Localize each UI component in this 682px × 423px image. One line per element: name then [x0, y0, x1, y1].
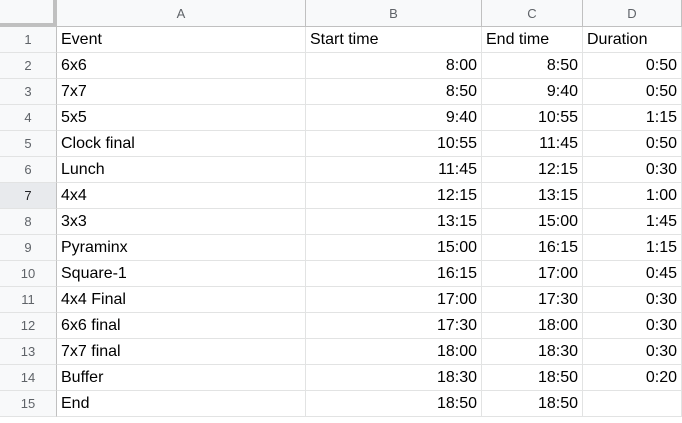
cell-c1[interactable]: End time [482, 27, 583, 53]
cell-a4[interactable]: 5x5 [57, 105, 306, 131]
cell-b7[interactable]: 12:15 [306, 183, 482, 209]
cell-d12[interactable]: 0:30 [583, 313, 682, 339]
row-header-5[interactable]: 5 [0, 131, 57, 157]
cell-c13[interactable]: 18:30 [482, 339, 583, 365]
cell-a5[interactable]: Clock final [57, 131, 306, 157]
row-header-13[interactable]: 13 [0, 339, 57, 365]
cell-c14[interactable]: 18:50 [482, 365, 583, 391]
cell-b13[interactable]: 18:00 [306, 339, 482, 365]
row-header-14[interactable]: 14 [0, 365, 57, 391]
cell-b4[interactable]: 9:40 [306, 105, 482, 131]
row-header-10[interactable]: 10 [0, 261, 57, 287]
cell-a2[interactable]: 6x6 [57, 53, 306, 79]
column-header-c[interactable]: C [482, 0, 583, 27]
cell-b9[interactable]: 15:00 [306, 235, 482, 261]
cell-c11[interactable]: 17:30 [482, 287, 583, 313]
row-header-9[interactable]: 9 [0, 235, 57, 261]
cell-d11[interactable]: 0:30 [583, 287, 682, 313]
cell-c3[interactable]: 9:40 [482, 79, 583, 105]
cell-c5[interactable]: 11:45 [482, 131, 583, 157]
cell-a1[interactable]: Event [57, 27, 306, 53]
cell-c2[interactable]: 8:50 [482, 53, 583, 79]
cell-b6[interactable]: 11:45 [306, 157, 482, 183]
cell-b12[interactable]: 17:30 [306, 313, 482, 339]
cell-b8[interactable]: 13:15 [306, 209, 482, 235]
row-header-15[interactable]: 15 [0, 391, 57, 417]
cell-c10[interactable]: 17:00 [482, 261, 583, 287]
cell-b14[interactable]: 18:30 [306, 365, 482, 391]
cell-d1[interactable]: Duration [583, 27, 682, 53]
cell-a7[interactable]: 4x4 [57, 183, 306, 209]
cell-b10[interactable]: 16:15 [306, 261, 482, 287]
row-header-2[interactable]: 2 [0, 53, 57, 79]
row-header-6[interactable]: 6 [0, 157, 57, 183]
cell-c9[interactable]: 16:15 [482, 235, 583, 261]
cell-d15[interactable] [583, 391, 682, 417]
cell-c6[interactable]: 12:15 [482, 157, 583, 183]
cell-a13[interactable]: 7x7 final [57, 339, 306, 365]
cell-d9[interactable]: 1:15 [583, 235, 682, 261]
cell-d2[interactable]: 0:50 [583, 53, 682, 79]
row-header-7[interactable]: 7 [0, 183, 57, 209]
row-header-12[interactable]: 12 [0, 313, 57, 339]
column-header-b[interactable]: B [306, 0, 482, 27]
cell-a9[interactable]: Pyraminx [57, 235, 306, 261]
cell-c12[interactable]: 18:00 [482, 313, 583, 339]
row-header-3[interactable]: 3 [0, 79, 57, 105]
cell-d7[interactable]: 1:00 [583, 183, 682, 209]
cell-d13[interactable]: 0:30 [583, 339, 682, 365]
cell-c7[interactable]: 13:15 [482, 183, 583, 209]
cell-d6[interactable]: 0:30 [583, 157, 682, 183]
row-header-4[interactable]: 4 [0, 105, 57, 131]
cell-a15[interactable]: End [57, 391, 306, 417]
cell-d8[interactable]: 1:45 [583, 209, 682, 235]
cell-b2[interactable]: 8:00 [306, 53, 482, 79]
cell-d10[interactable]: 0:45 [583, 261, 682, 287]
cell-b15[interactable]: 18:50 [306, 391, 482, 417]
cell-d3[interactable]: 0:50 [583, 79, 682, 105]
cell-a8[interactable]: 3x3 [57, 209, 306, 235]
row-header-8[interactable]: 8 [0, 209, 57, 235]
cell-c15[interactable]: 18:50 [482, 391, 583, 417]
cell-a12[interactable]: 6x6 final [57, 313, 306, 339]
cell-a11[interactable]: 4x4 Final [57, 287, 306, 313]
row-header-11[interactable]: 11 [0, 287, 57, 313]
select-all-corner[interactable] [0, 0, 57, 27]
cell-b1[interactable]: Start time [306, 27, 482, 53]
cell-a3[interactable]: 7x7 [57, 79, 306, 105]
cell-a14[interactable]: Buffer [57, 365, 306, 391]
cell-d4[interactable]: 1:15 [583, 105, 682, 131]
cell-d5[interactable]: 0:50 [583, 131, 682, 157]
cell-a10[interactable]: Square-1 [57, 261, 306, 287]
cell-d14[interactable]: 0:20 [583, 365, 682, 391]
cell-c8[interactable]: 15:00 [482, 209, 583, 235]
cell-b11[interactable]: 17:00 [306, 287, 482, 313]
cell-c4[interactable]: 10:55 [482, 105, 583, 131]
cell-b5[interactable]: 10:55 [306, 131, 482, 157]
column-header-d[interactable]: D [583, 0, 682, 27]
cell-a6[interactable]: Lunch [57, 157, 306, 183]
row-header-1[interactable]: 1 [0, 27, 57, 53]
column-header-a[interactable]: A [57, 0, 306, 27]
cell-b3[interactable]: 8:50 [306, 79, 482, 105]
